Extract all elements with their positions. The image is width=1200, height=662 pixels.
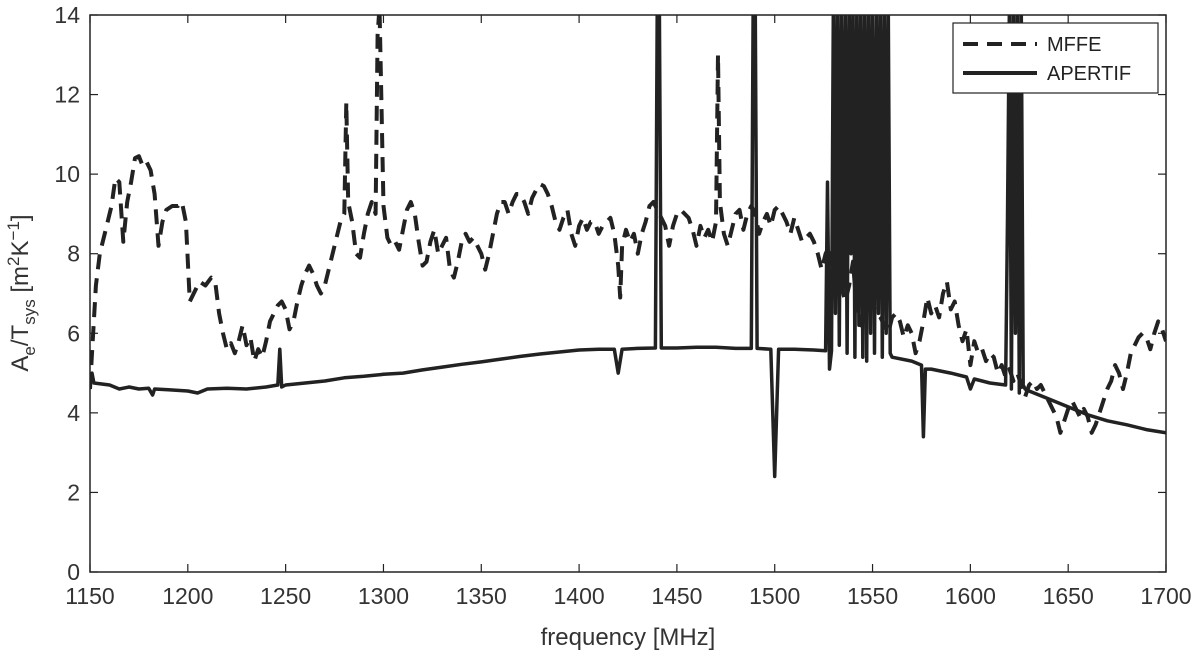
plot-frame [89, 14, 1167, 573]
x-tick-label: 1500 [749, 583, 800, 609]
x-tick-label: 1600 [945, 583, 996, 609]
y-tick-label: 4 [67, 400, 80, 426]
legend-box [952, 22, 1159, 94]
x-tick-label: 1650 [1043, 583, 1094, 609]
x-tick-label: 1550 [847, 583, 898, 609]
legend-label-apertif: APERTIF [1047, 63, 1131, 85]
x-tick-label: 1700 [1140, 583, 1191, 609]
x-tick-label: 1400 [554, 583, 605, 609]
x-axis-label: frequency [MHz] [541, 624, 716, 651]
x-tick-label: 1250 [260, 583, 311, 609]
series-line-apertif [90, 15, 1166, 479]
legend: MFFE APERTIF [952, 22, 1159, 94]
legend-label-mffe: MFFE [1047, 34, 1101, 56]
plot-area [90, 15, 1166, 572]
x-tick-label: 1450 [651, 583, 702, 609]
y-tick-label: 12 [54, 82, 80, 108]
series-line-mffe [90, 15, 1166, 435]
y-tick-label: 2 [67, 479, 80, 505]
x-tick-label: 1150 [65, 583, 114, 609]
y-axis-label: Ae/Tsys [m2K−1] [4, 214, 39, 371]
y-tick-label: 10 [54, 161, 80, 187]
y-tick-label: 0 [67, 559, 80, 585]
y-tick-label: 6 [67, 320, 80, 346]
y-tick-label: 8 [67, 241, 80, 267]
y-tick-label: 14 [54, 2, 80, 28]
x-tick-label: 1300 [358, 583, 409, 609]
x-tick-label: 1200 [162, 583, 213, 609]
x-tick-label: 1350 [456, 583, 507, 609]
